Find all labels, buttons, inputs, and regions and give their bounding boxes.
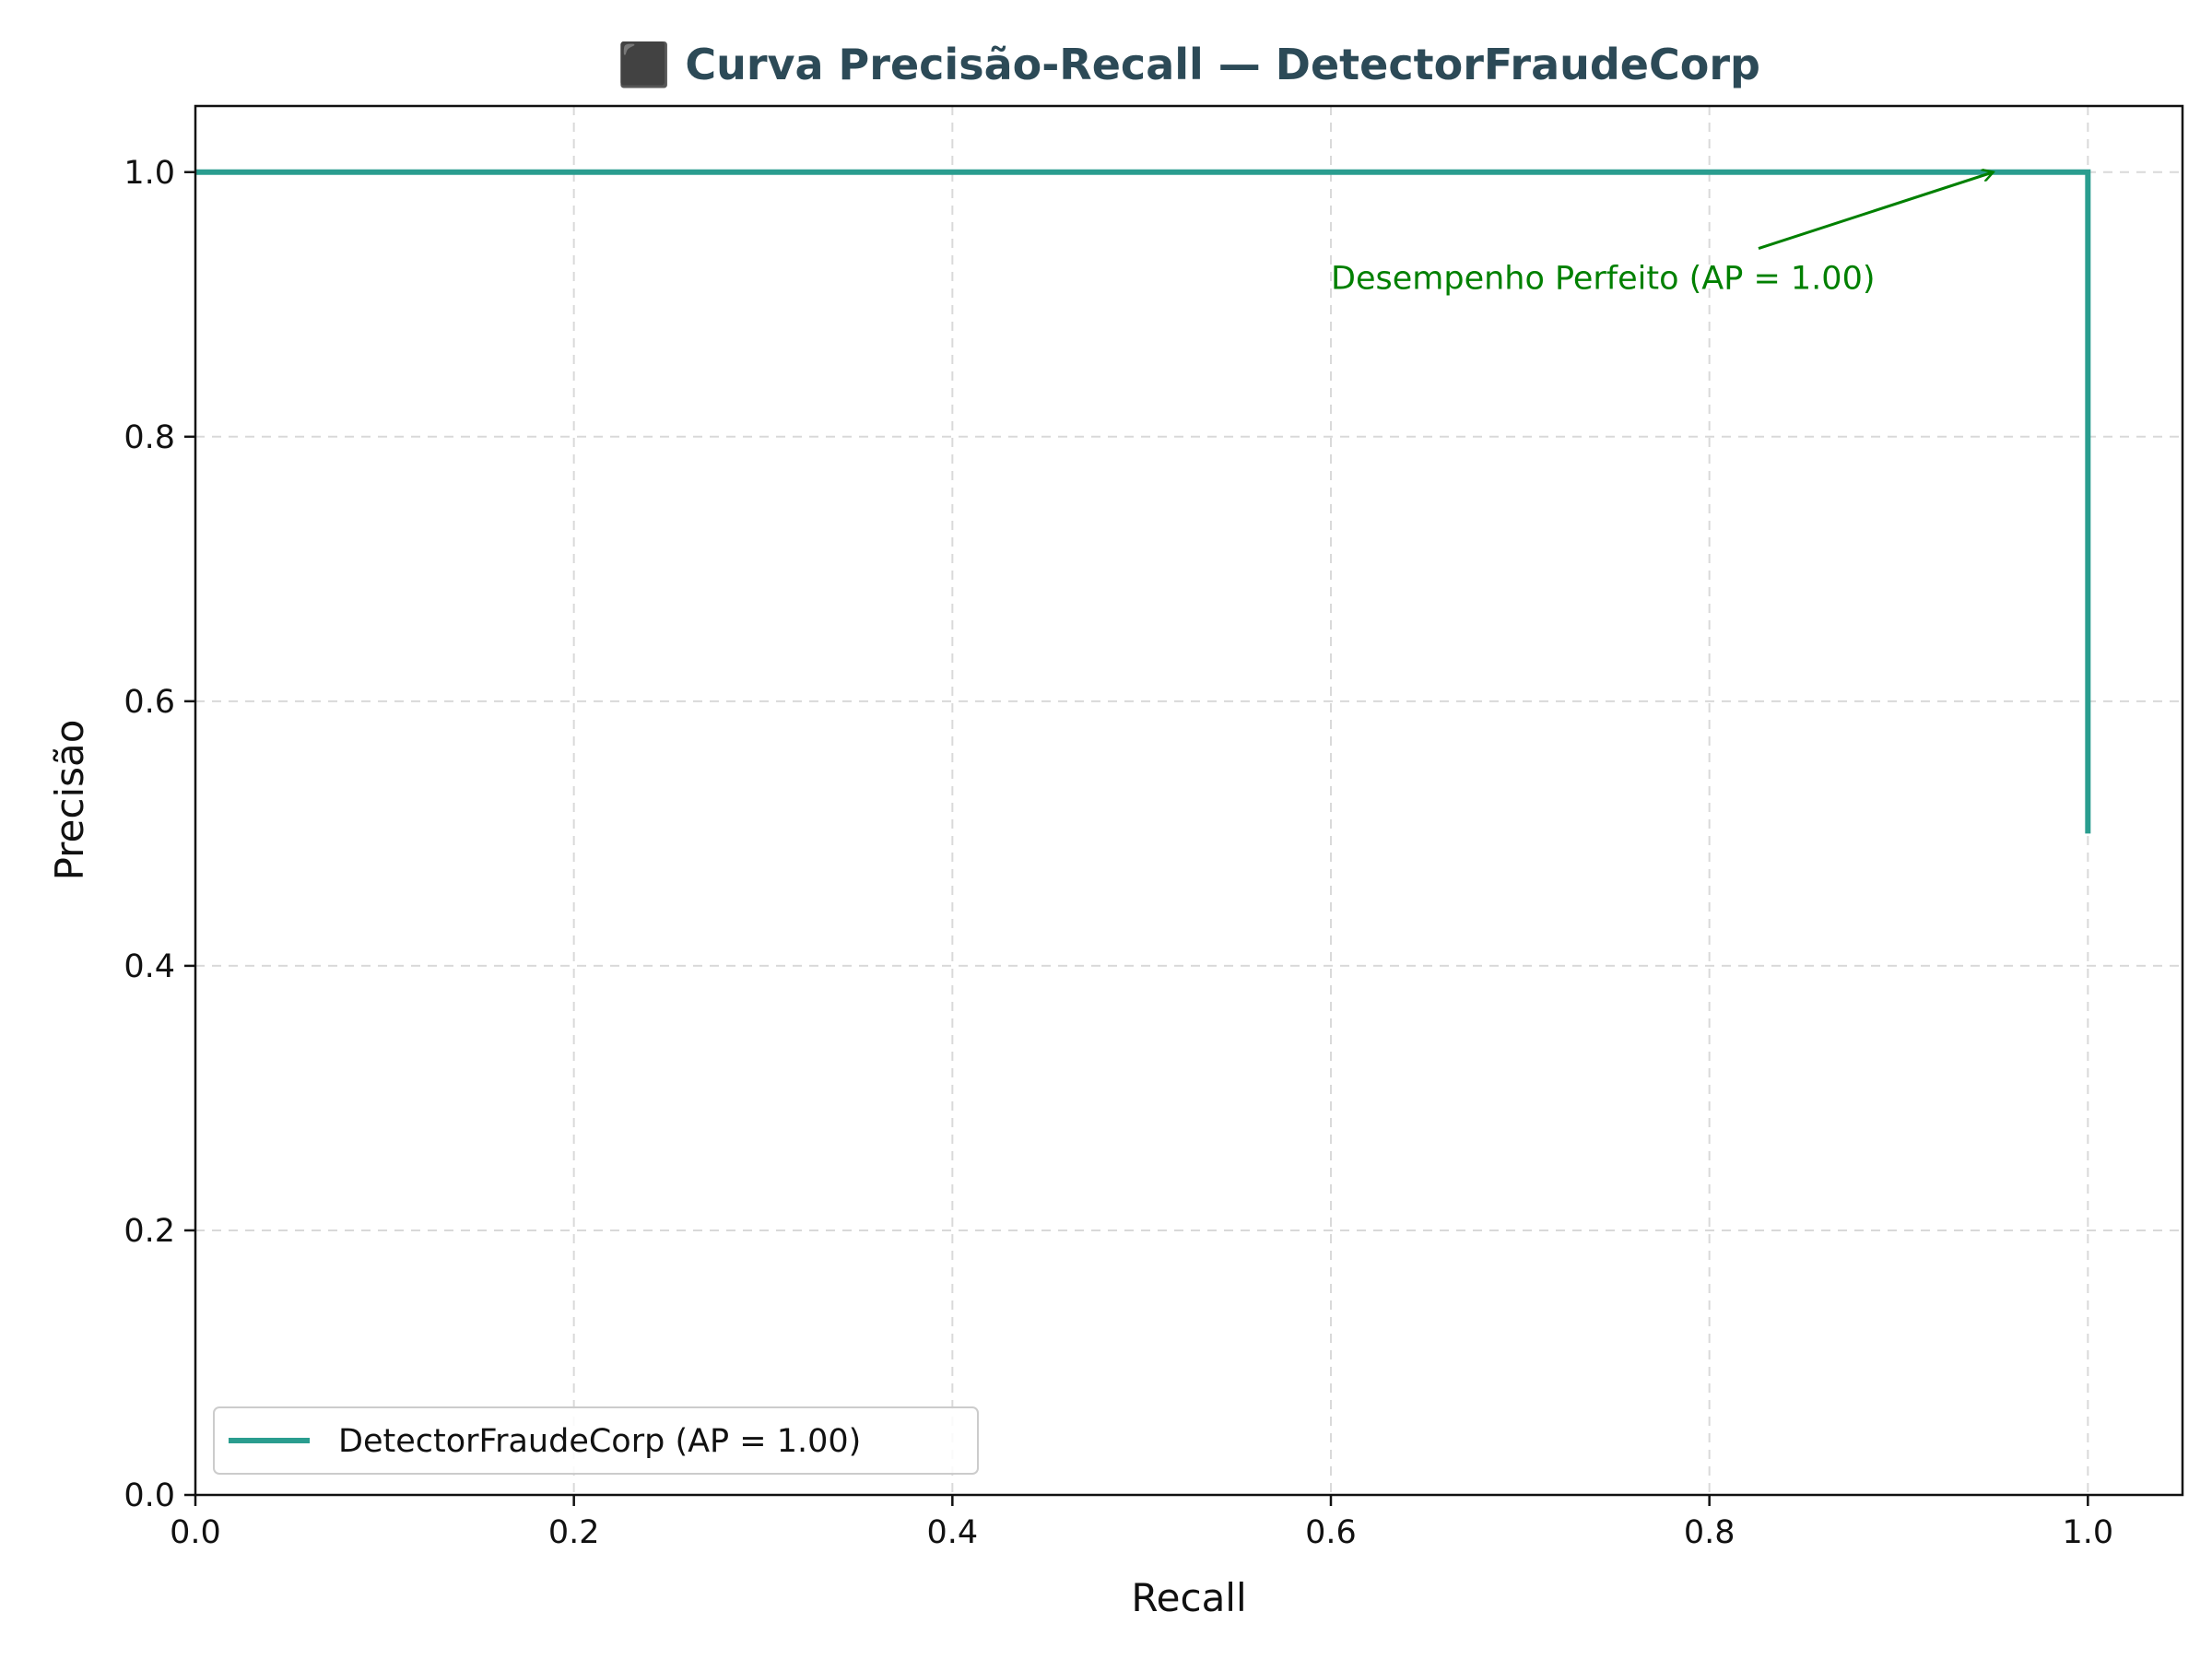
x-tick-label: 0.2 (548, 1514, 600, 1551)
x-tick-label: 0.4 (926, 1514, 978, 1551)
series-line (195, 169, 2091, 834)
legend-label: DetectorFraudeCorp (AP = 1.00) (338, 1423, 861, 1460)
annotation-arrow (1758, 172, 1994, 251)
ticks: 0.0 0.2 0.4 0.6 0.8 1.0 0.0 0.2 0.4 0.6 0.8 1.0 (124, 155, 2113, 1551)
annotation-layer: Desempenho Perfeito (AP = 1.00) (1331, 172, 1994, 298)
legend-box (213, 1406, 979, 1475)
y-tick-label: 0.6 (124, 684, 175, 721)
chart-title: ⬛ Curva Precisão-Recall — DetectorFraude… (618, 40, 1760, 89)
y-tick-label: 0.0 (124, 1477, 175, 1514)
x-tick-label: 1.0 (2062, 1514, 2113, 1551)
y-tick-label: 0.8 (124, 419, 175, 456)
x-tick-label: 0.6 (1305, 1514, 1357, 1551)
plot-frame (194, 104, 2184, 1497)
y-tick-label: 1.0 (124, 155, 175, 192)
y-axis-label: Precisão (47, 720, 92, 881)
x-tick-label: 0.8 (1684, 1514, 1735, 1551)
series-layer (195, 169, 2091, 834)
annotation-text: Desempenho Perfeito (AP = 1.00) (1331, 261, 1876, 298)
grid (194, 106, 2183, 1496)
y-tick-label: 0.2 (124, 1213, 175, 1250)
y-tick-label: 0.4 (124, 948, 175, 985)
x-tick-label: 0.0 (170, 1514, 221, 1551)
legend[interactable]: DetectorFraudeCorp (AP = 1.00) (213, 1406, 979, 1475)
x-axis-label: Recall (1131, 1575, 1246, 1620)
